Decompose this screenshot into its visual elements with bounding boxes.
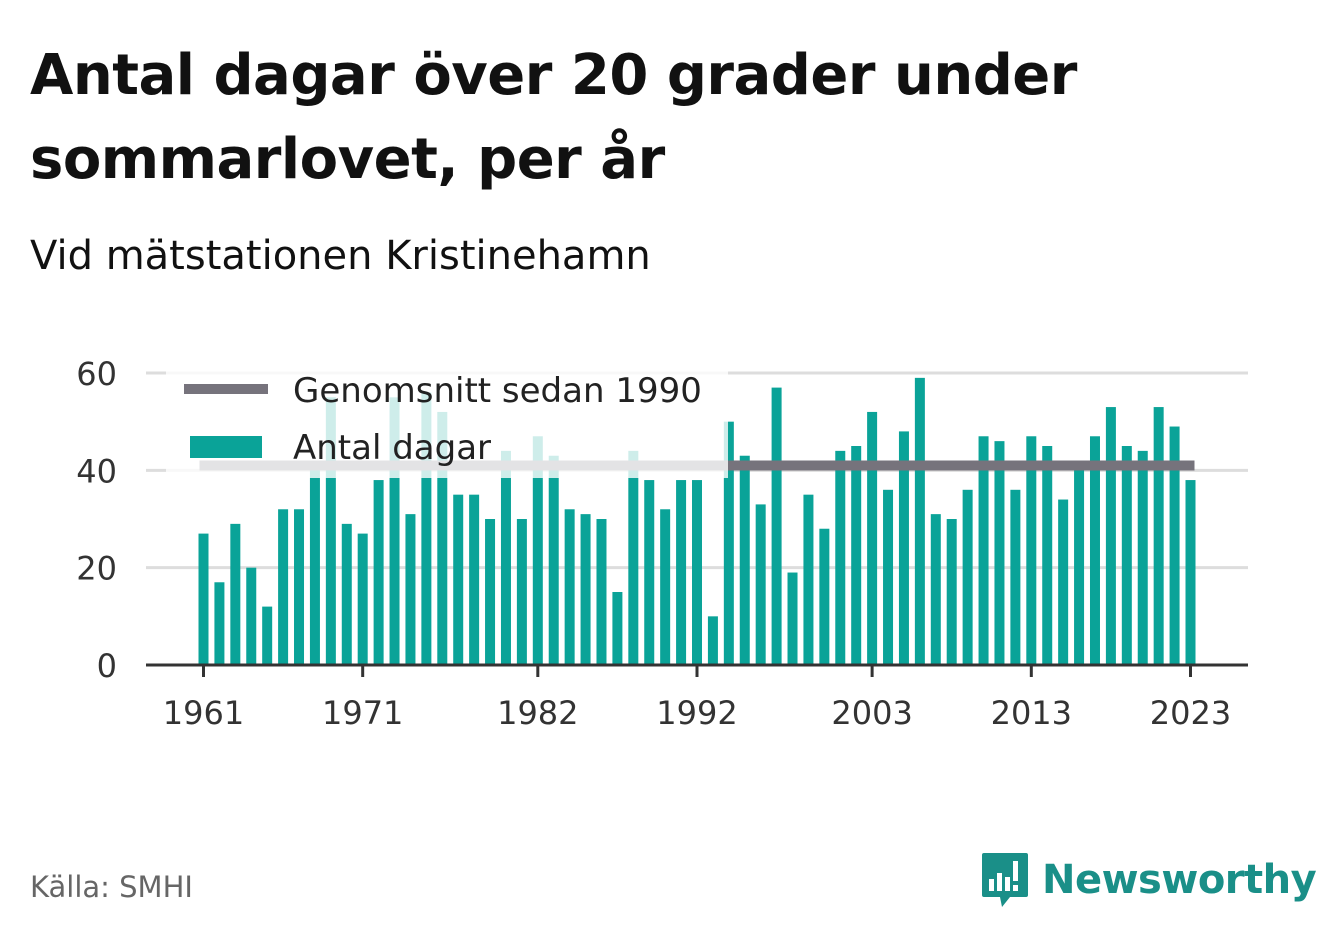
bar-1977 [453,494,464,665]
bar-2006 [914,377,925,665]
bar-1971 [357,533,368,665]
bar-1975 [421,392,432,665]
bar-2001 [835,450,846,665]
chart-subtitle: Vid mätstationen Kristinehamn [30,233,651,279]
bar-2017 [1089,436,1100,665]
legend-bars-swatch [190,436,262,458]
x-tick-label-1961: 1961 [163,694,244,732]
bar-1994 [723,421,734,665]
bar-1965 [262,606,273,665]
bar-2020 [1137,450,1148,665]
bar-1986 [596,519,607,665]
brand-name: Newsworthy [1042,857,1317,903]
bar-1984 [564,509,575,665]
bar-2003 [867,411,878,665]
bar-1967 [294,509,305,665]
x-tick-label-1982: 1982 [497,694,578,732]
bar-2007 [930,514,941,665]
bar-2013 [1026,436,1037,665]
bars [198,377,1196,665]
bar-1978 [469,494,480,665]
source-note: Källa: SMHI [30,870,193,904]
y-tick-label-40: 40 [76,452,117,490]
x-tick-label-1971: 1971 [322,694,403,732]
bar-1988 [628,450,639,665]
newsworthy-logo: Newsworthy [980,850,1317,910]
bar-1993 [707,616,718,665]
y-tick-label-0: 0 [97,647,117,685]
bar-1969 [325,397,336,665]
bar-2009 [962,489,973,665]
bar-chart-speech-bubble-icon [982,853,1028,907]
bar-2015 [1058,499,1069,665]
bar-2000 [819,528,830,665]
y-tick-label-20: 20 [76,550,117,588]
legend: Genomsnitt sedan 1990 Antal dagar [166,360,728,478]
bar-1966 [278,509,289,665]
x-axis-ticks: 1961 1971 1982 1992 2003 2013 2023 [163,665,1231,732]
bar-1973 [389,397,400,665]
bar-2021 [1153,407,1164,665]
bar-1999 [803,494,814,665]
y-axis-ticks: 0 20 40 60 [76,355,117,685]
bar-1976 [437,411,448,665]
bar-2022 [1169,426,1180,665]
bar-2005 [898,431,909,665]
bar-2014 [1042,446,1053,665]
bar-1968 [309,465,320,665]
bar-2008 [946,519,957,665]
bar-1995 [739,455,750,665]
bar-1992 [692,480,702,665]
bar-1980 [500,450,511,665]
bar-1962 [214,582,225,665]
bar-1961 [198,533,209,665]
legend-bars-label: Antal dagar [293,428,491,468]
bar-1991 [676,480,687,665]
bar-1982 [532,436,543,665]
bar-1985 [580,514,591,665]
bar-2016 [1074,465,1085,665]
bar-1997 [771,387,782,665]
bar-1989 [644,480,655,665]
bar-1981 [516,519,527,665]
bar-1987 [612,592,623,665]
bar-1964 [246,567,257,665]
bar-1996 [755,504,766,665]
bar-2018 [1105,407,1116,665]
bar-1972 [373,480,384,665]
bar-2002 [851,446,862,665]
bar-1963 [230,523,241,665]
bar-2004 [883,489,894,665]
y-tick-label-60: 60 [76,355,117,393]
bar-1974 [405,514,416,665]
bar-2012 [1010,489,1021,665]
legend-background [166,360,728,478]
bar-2011 [994,441,1005,665]
bar-1983 [548,455,559,665]
x-tick-label-2003: 2003 [831,694,912,732]
bar-1990 [660,509,671,665]
bar-2019 [1121,446,1132,665]
bar-1979 [485,519,496,665]
bar-2010 [978,436,989,665]
legend-average-label: Genomsnitt sedan 1990 [293,371,702,411]
bar-1970 [341,523,352,665]
bar-1998 [787,572,798,665]
x-tick-label-2013: 2013 [991,694,1072,732]
x-tick-label-2023: 2023 [1150,694,1231,732]
chart-title: Antal dagar över 20 grader under sommarl… [30,43,1077,192]
bar-2023 [1185,480,1196,665]
x-tick-label-1992: 1992 [656,694,737,732]
